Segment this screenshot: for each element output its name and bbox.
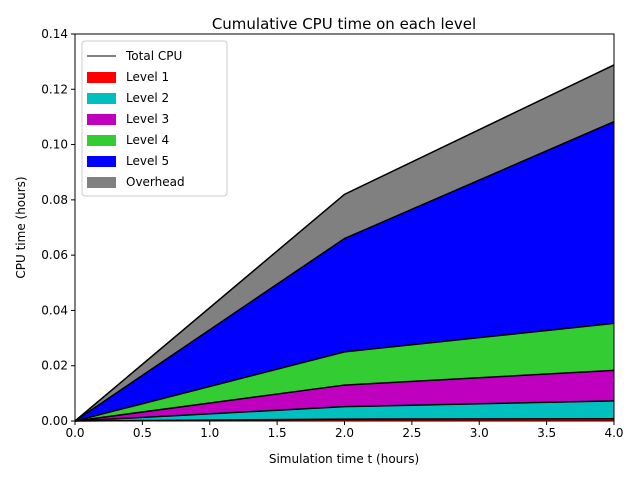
y-tick-label: 0.08 [41,193,68,207]
legend-swatch-level-5 [87,156,116,167]
chart-title: Cumulative CPU time on each level [212,15,476,33]
area-boundary-4 [74,322,615,422]
area-overhead [75,64,614,422]
area-boundary-2 [74,400,615,422]
area-boundary-3 [74,369,615,422]
area-level-4 [75,323,614,421]
legend-swatch-level-4 [87,135,116,146]
y-axis-ticks: 0.00 0.02 0.04 0.06 0.08 0.10 0.12 0.14 [41,27,75,428]
y-axis-label: CPU time (hours) [14,176,28,278]
x-tick-label: 2.5 [402,426,421,440]
legend-label-level-4: Level 4 [126,133,169,147]
legend-label-level-2: Level 2 [126,91,169,105]
legend-swatch-overhead [87,177,116,188]
legend-swatch-level-2 [87,93,116,104]
stacked-areas [75,64,614,422]
legend-swatch-level-1 [87,72,116,83]
y-tick-label: 0.06 [41,248,68,262]
y-tick-label: 0.10 [41,138,68,152]
area-level-5 [75,121,614,421]
x-tick-label: 2.0 [335,426,354,440]
area-level-3 [75,370,614,421]
x-tick-label: 3.5 [537,426,556,440]
x-tick-label: 4.0 [604,426,623,440]
legend-box [81,40,228,197]
legend: Total CPU Level 1 Level 2 Level 3 Level 4 Lev… [81,40,228,197]
legend-swatch-level-3 [87,114,116,125]
area-boundaries [74,64,615,422]
y-tick-label: 0.00 [41,414,68,428]
y-tick-label: 0.14 [41,27,68,41]
area-level-2 [75,400,614,421]
x-tick-label: 3.0 [470,426,489,440]
y-tick-label: 0.12 [41,82,68,96]
area-boundary-5 [74,120,615,422]
y-tick-label: 0.04 [41,303,68,317]
legend-label-level-1: Level 1 [126,70,169,84]
legend-label-level-5: Level 5 [126,154,169,168]
x-tick-label: 1.5 [268,426,287,440]
area-boundary-1 [74,418,615,422]
x-tick-label: 0.0 [65,426,84,440]
legend-label-level-3: Level 3 [126,112,169,126]
x-tick-label: 0.5 [133,426,152,440]
y-tick-label: 0.02 [41,359,68,373]
x-axis-ticks: 0.0 0.5 1.0 1.5 2.0 2.5 3.0 3.5 4.0 [65,421,624,440]
total-cpu-line [74,64,615,422]
plot-frame [74,33,615,422]
legend-label-total-cpu: Total CPU [125,49,182,63]
legend-label-overhead: Overhead [126,175,185,189]
x-tick-label: 1.0 [200,426,219,440]
x-axis-label: Simulation time t (hours) [269,452,419,466]
